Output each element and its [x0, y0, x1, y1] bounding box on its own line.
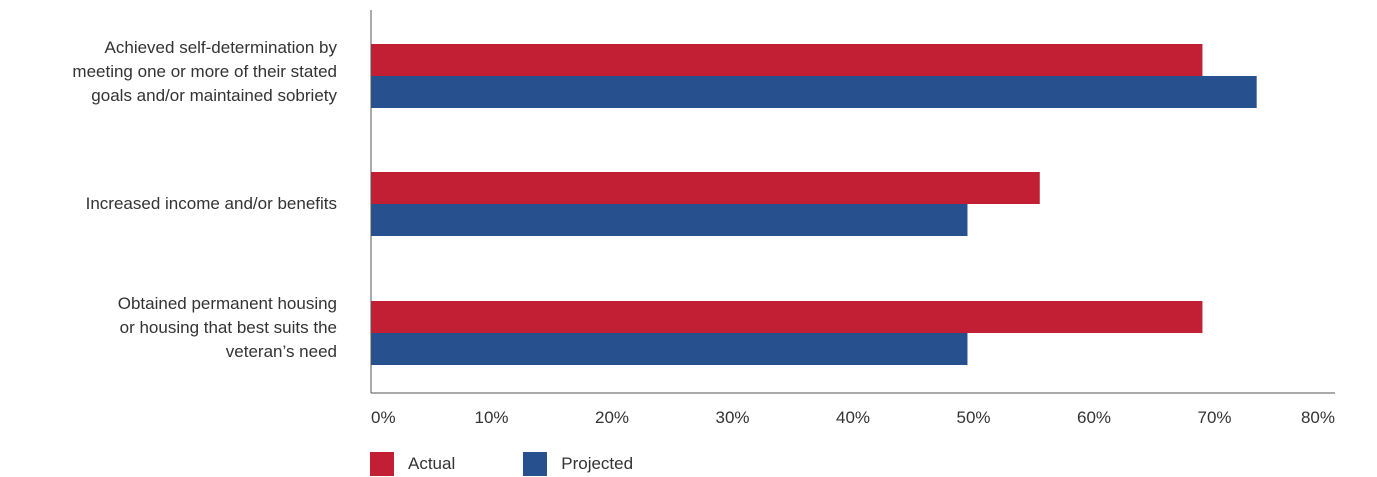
x-tick-label: 0%: [371, 408, 396, 427]
legend-item-actual: Actual: [370, 452, 455, 476]
bar-projected-0: [371, 76, 1257, 108]
category-label-income-benefits: Increased income and/or benefits: [85, 194, 337, 213]
legend: Actual Projected: [370, 451, 701, 477]
x-tick-label: 20%: [595, 408, 629, 427]
bar-projected-2: [371, 333, 968, 365]
legend-label-actual: Actual: [408, 454, 456, 473]
bars-group: [371, 44, 1257, 365]
legend-swatch-actual: [370, 452, 394, 476]
x-tick-label: 30%: [715, 408, 749, 427]
category-label-permanent-housing: Obtained permanent housing or housing th…: [117, 294, 337, 361]
legend-item-projected: Projected: [523, 452, 633, 476]
x-axis-ticks: 0% 10% 20% 30% 40% 50% 60% 70% 80%: [371, 408, 1335, 427]
x-tick-label: 80%: [1301, 408, 1335, 427]
x-tick-label: 60%: [1077, 408, 1111, 427]
x-tick-label: 50%: [956, 408, 990, 427]
x-tick-label: 70%: [1197, 408, 1231, 427]
category-label-self-determination: Achieved self-determination by meeting o…: [72, 38, 337, 105]
legend-label-projected: Projected: [561, 454, 634, 473]
bar-projected-1: [371, 204, 968, 236]
bar-actual-2: [371, 301, 1203, 333]
x-tick-label: 10%: [474, 408, 508, 427]
x-tick-label: 40%: [836, 408, 870, 427]
bar-actual-0: [371, 44, 1203, 76]
legend-swatch-projected: [523, 452, 548, 476]
bar-actual-1: [371, 172, 1040, 204]
